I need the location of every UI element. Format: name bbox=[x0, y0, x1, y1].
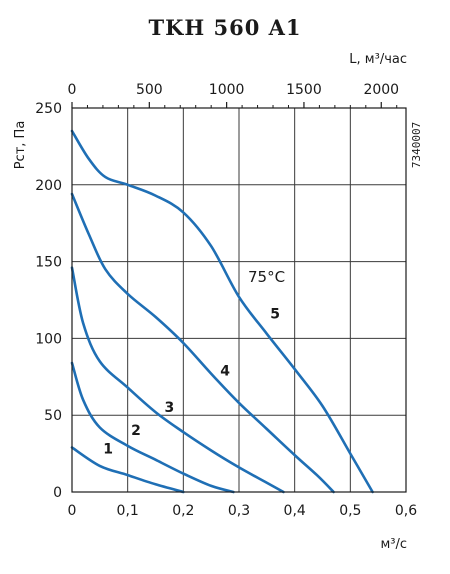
series-label-2: 2 bbox=[131, 423, 141, 439]
x-tick-label: 0,4 bbox=[284, 503, 306, 519]
series-line-5 bbox=[70, 129, 374, 494]
x-tick-label: 0,5 bbox=[339, 503, 361, 519]
series-line-1 bbox=[70, 446, 185, 494]
y-axis-label: Рст, Па bbox=[13, 121, 28, 170]
y-tick-label: 50 bbox=[44, 408, 62, 424]
x-tick-label: 0,3 bbox=[228, 503, 250, 519]
x-tick-label: 0 bbox=[68, 503, 77, 519]
top-axis-label: L, м³/час bbox=[349, 52, 407, 67]
series-line-3 bbox=[70, 266, 285, 494]
series-line-2 bbox=[70, 361, 235, 494]
y-tick-label: 250 bbox=[35, 101, 62, 117]
series-label-5: 5 bbox=[270, 306, 280, 322]
chart-title: TKH 560 A1 bbox=[148, 15, 301, 40]
series-label-1: 1 bbox=[103, 442, 113, 458]
plot-frame bbox=[71, 107, 407, 493]
series-label-4: 4 bbox=[220, 363, 230, 379]
series-line-4 bbox=[70, 192, 335, 494]
temperature-annotation: 75°C bbox=[248, 268, 285, 286]
x-axis-label: м³/с bbox=[380, 537, 407, 552]
series-label-3: 3 bbox=[165, 400, 175, 416]
y-tick-label: 100 bbox=[35, 331, 62, 347]
x-tick-label: 0,1 bbox=[117, 503, 139, 519]
product-code: 7340007 bbox=[410, 122, 423, 168]
x-tick-label: 0,6 bbox=[395, 503, 417, 519]
top-tick-label: 0 bbox=[68, 82, 77, 98]
x-tick-label: 0,2 bbox=[172, 503, 194, 519]
top-tick-label: 1000 bbox=[209, 82, 245, 98]
top-tick-label: 2000 bbox=[363, 82, 399, 98]
y-tick-label: 0 bbox=[53, 485, 62, 501]
y-tick-label: 150 bbox=[35, 255, 62, 271]
y-tick-label: 200 bbox=[35, 178, 62, 194]
top-tick-label: 1500 bbox=[286, 82, 322, 98]
top-tick-label: 500 bbox=[136, 82, 163, 98]
